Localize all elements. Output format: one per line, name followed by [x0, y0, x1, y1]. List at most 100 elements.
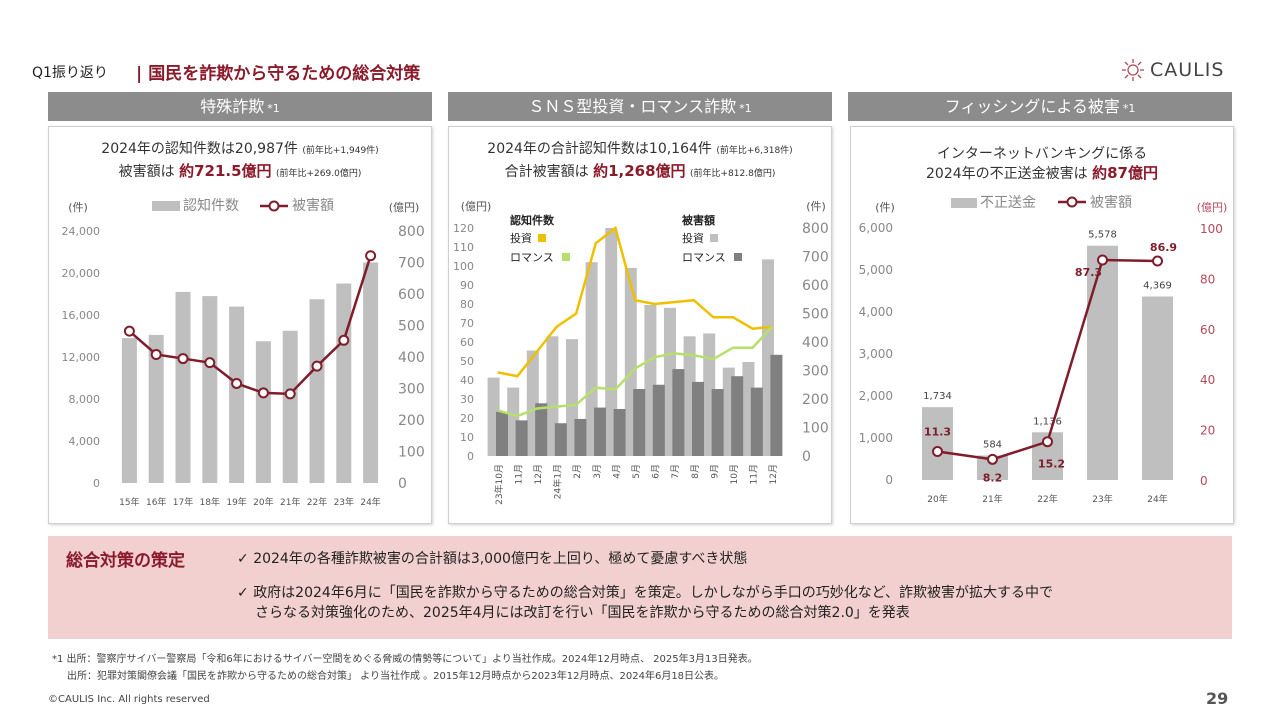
summary-small: (前年比+269.0億円) — [276, 169, 362, 179]
summary-highlight: 約1,268億円 — [593, 162, 686, 180]
x-axis-tick: 12月 — [768, 464, 779, 484]
summary-main: 2024年の合計認知件数は10,164件 — [487, 141, 712, 157]
bar-data-label: 5,578 — [1088, 230, 1117, 241]
y-axis-left-tick: 3,000 — [859, 347, 893, 361]
y-axis-left-tick: 1,000 — [859, 431, 893, 445]
bar-primary — [309, 299, 325, 483]
y-axis-right-tick: 700 — [398, 256, 425, 272]
y-axis-right-tick: 500 — [802, 307, 829, 323]
summary-main: 2024年の認知件数は20,987件 — [101, 141, 298, 157]
panel-head-note: *1 — [267, 102, 280, 115]
y-axis-right-tick: 500 — [398, 319, 425, 335]
line-marker — [177, 353, 189, 365]
line-marker — [365, 250, 377, 262]
y-axis-left-tick: 110 — [453, 241, 474, 254]
page-title-text: 国民を詐欺から守るための総合対策 — [148, 64, 421, 84]
logo-text: CAULIS — [1150, 59, 1225, 81]
panel-head-text: 特殊詐欺 — [200, 97, 265, 116]
series-line — [497, 325, 774, 418]
y-axis-left-tick: 8,000 — [69, 393, 101, 406]
summary-bullet-continuation: さらなる対策強化のため、2025年4月には改訂を行い「国民を詐欺から守るための総… — [255, 605, 910, 621]
summary-title: 総合対策の策定 — [66, 551, 185, 571]
line-marker — [231, 377, 243, 389]
legend-swatch — [710, 234, 718, 242]
line-data-label: 8.2 — [983, 471, 1003, 484]
line-marker — [123, 325, 135, 337]
panel-head-sns-fraud: ＳＮＳ型投資・ロマンス詐欺 *1 — [448, 92, 832, 121]
line-data-label: 87.3 — [1075, 266, 1102, 279]
summary-bullet: ✓ 2024年の各種詐欺被害の合計額は3,000億円を上回り、極めて憂慮すべき状… — [237, 549, 747, 569]
y-axis-left-tick: 16,000 — [62, 309, 101, 322]
legend-label: ロマンス — [510, 251, 554, 264]
bar-secondary — [750, 387, 763, 456]
y-axis-left-tick: 24,000 — [62, 225, 101, 238]
line-marker — [284, 388, 296, 400]
x-axis-tick: 23年10月 — [493, 464, 505, 505]
bar-primary — [229, 306, 245, 483]
bar-primary — [202, 296, 218, 483]
bullet-text: 政府は2024年6月に「国民を詐欺から守るための総合対策」を策定。しかしながら手… — [253, 585, 1054, 601]
legend-swatch-bar — [152, 201, 180, 211]
bar-data-label: 1,136 — [1033, 416, 1062, 427]
legend-label: 投資 — [682, 231, 704, 245]
bar-data-label: 584 — [983, 439, 1002, 450]
y-axis-left-tick: 80 — [460, 298, 474, 311]
x-axis-tick: 15年 — [119, 496, 139, 508]
panel-head-text: ＳＮＳ型投資・ロマンス詐欺 — [528, 97, 737, 116]
bullet-text: 2024年の各種詐欺被害の合計額は3,000億円を上回り、極めて憂慮すべき状態 — [253, 551, 748, 567]
y-axis-right-tick: 0 — [802, 449, 811, 465]
x-axis-tick: 8月 — [690, 464, 701, 479]
x-axis-tick: 20年 — [253, 496, 273, 508]
caulis-logo-icon — [1122, 59, 1144, 81]
summary-bullet: ✓ 政府は2024年6月に「国民を詐欺から守るための総合対策」を策定。しかしなが… — [237, 583, 1053, 603]
panel2-summary-line2: 合計被害額は 約1,268億円 (前年比+812.8億円) — [448, 160, 832, 181]
x-axis-tick: 22年 — [1037, 493, 1057, 505]
bar-secondary — [770, 354, 783, 456]
chart-phishing: (件) (億円) 6,000 5,000 4,000 3,000 2,000 1,000 0 10… — [859, 195, 1228, 505]
bar-secondary — [613, 408, 626, 456]
legend-group-title: 認知件数 — [510, 213, 555, 227]
legend-swatch — [562, 253, 570, 261]
bar-primary — [121, 338, 137, 483]
bar-secondary — [652, 384, 665, 456]
chart-special-fraud: (件) (億円) 24,000 20,000 16,000 12,000 8,000 4,00… — [62, 197, 425, 508]
legend-label: ロマンス — [682, 251, 726, 264]
footnote: *1 出所：警察庁サイバー警察局「令和6年におけるサイバー空間をめぐる脅威の情勢… — [52, 654, 758, 665]
legend-swatch-marker — [268, 200, 280, 212]
bar-secondary — [496, 411, 508, 456]
y-axis-right-tick: 400 — [398, 350, 425, 366]
y-axis-right-tick: 300 — [398, 382, 425, 398]
bar-primary — [1142, 296, 1173, 480]
legend-label: 不正送金 — [980, 195, 1036, 211]
x-axis-tick: 21年 — [280, 496, 300, 508]
legend-swatch — [734, 253, 742, 261]
bar-secondary — [672, 369, 685, 456]
series-line — [497, 225, 773, 378]
x-axis-tick: 9月 — [709, 464, 720, 479]
y-axis-right-tick: 800 — [802, 221, 829, 237]
page-title: | 国民を詐欺から守るための総合対策 — [136, 59, 420, 84]
x-axis-tick: 24年 — [360, 496, 380, 508]
x-axis-tick: 10月 — [729, 464, 740, 484]
bar-secondary — [594, 407, 606, 456]
x-axis-tick: 23年 — [334, 496, 354, 508]
x-axis-tick: 16年 — [146, 496, 166, 508]
panel-head-special-fraud: 特殊詐欺 *1 — [48, 92, 432, 121]
x-axis-tick: 11月 — [749, 464, 760, 484]
panel3-summary-line2: 2024年の不正送金被害は 約87億円 — [850, 162, 1234, 183]
bar-secondary — [554, 423, 567, 456]
bar-primary — [1087, 245, 1118, 480]
title-separator: | — [136, 64, 143, 84]
y-axis-left-tick: 4,000 — [69, 435, 101, 448]
y-axis-left-tick: 60 — [460, 336, 474, 349]
check-icon: ✓ — [237, 585, 249, 601]
legend-swatch — [538, 234, 546, 242]
y-axis-right-tick: 400 — [802, 335, 829, 351]
x-axis-tick: 24年 — [1147, 493, 1167, 505]
bar-primary — [585, 262, 598, 456]
y-axis-right-unit: (件) — [806, 200, 826, 213]
bar-primary — [175, 291, 191, 483]
panel1-summary-line2: 被害額は 約721.5億円 (前年比+269.0億円) — [48, 160, 432, 181]
panel-head-note: *1 — [1122, 102, 1136, 115]
legend-label: 被害額 — [1090, 195, 1132, 211]
